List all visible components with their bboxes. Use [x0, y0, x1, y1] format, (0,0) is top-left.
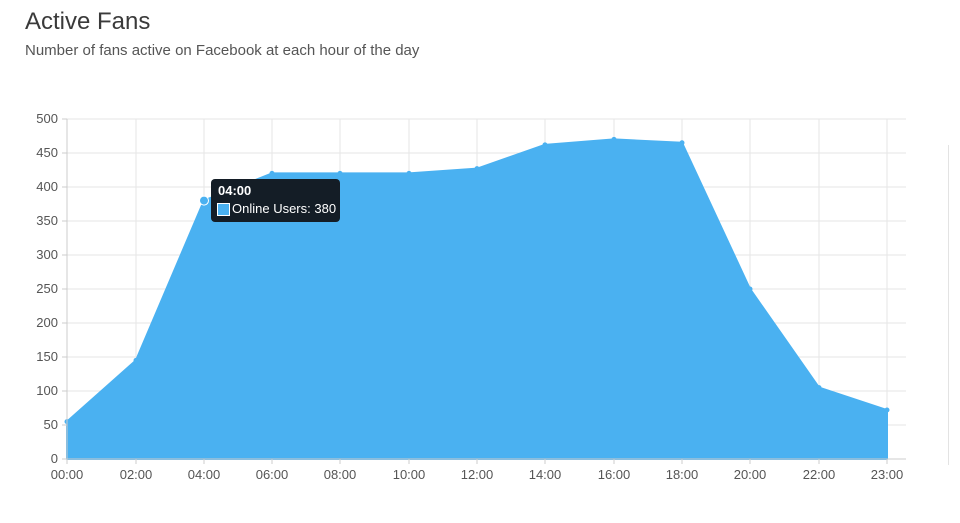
tooltip-series-value: Online Users: 380: [232, 201, 337, 216]
data-point: [406, 170, 412, 176]
x-tick-label: 06:00: [256, 467, 289, 482]
x-tick-label: 04:00: [188, 467, 221, 482]
y-tick-label: 250: [36, 281, 58, 296]
data-tooltip: 04:00 Online Users: 380: [211, 179, 340, 222]
y-tick-label: 350: [36, 213, 58, 228]
data-point: [542, 142, 548, 148]
x-tick-label: 23:00: [871, 467, 904, 482]
data-point-highlighted: [199, 195, 209, 206]
y-tick-label: 50: [44, 417, 58, 432]
x-tick-label: 08:00: [324, 467, 357, 482]
data-point: [884, 407, 890, 413]
data-point: [474, 166, 480, 172]
y-tick-label: 100: [36, 383, 58, 398]
x-tick-label: 12:00: [461, 467, 494, 482]
tooltip-series-swatch: [217, 203, 230, 216]
y-tick-label: 0: [51, 451, 58, 466]
x-tick-label: 16:00: [598, 467, 631, 482]
data-point: [269, 170, 275, 176]
data-point: [816, 385, 822, 391]
x-tick-label: 02:00: [120, 467, 153, 482]
data-point: [679, 140, 685, 146]
y-tick-label: 450: [36, 145, 58, 160]
x-tick-label: 18:00: [666, 467, 699, 482]
y-tick-label: 400: [36, 179, 58, 194]
data-point: [747, 286, 753, 292]
y-tick-label: 500: [36, 111, 58, 126]
chart-subtitle: Number of fans active on Facebook at eac…: [25, 42, 420, 59]
x-tick-label: 14:00: [529, 467, 562, 482]
x-tick-label: 00:00: [51, 467, 84, 482]
panel-divider: [948, 145, 949, 465]
chart-points: [64, 136, 890, 425]
x-tick-label: 10:00: [393, 467, 426, 482]
y-tick-label: 300: [36, 247, 58, 262]
y-axis-ticks: 0 50 100 150 200 250 300 350 400 450 500: [36, 111, 67, 466]
x-axis-ticks: 00:00 02:00 04:00 06:00 08:00 10:00 12:00 14:00…: [51, 459, 904, 482]
chart-title: Active Fans: [25, 8, 151, 35]
data-point: [611, 136, 617, 142]
tooltip-title: 04:00: [218, 183, 252, 198]
y-tick-label: 150: [36, 349, 58, 364]
y-tick-label: 200: [36, 315, 58, 330]
x-tick-label: 22:00: [803, 467, 836, 482]
data-point: [337, 170, 343, 176]
data-point: [133, 357, 139, 363]
x-tick-label: 20:00: [734, 467, 767, 482]
